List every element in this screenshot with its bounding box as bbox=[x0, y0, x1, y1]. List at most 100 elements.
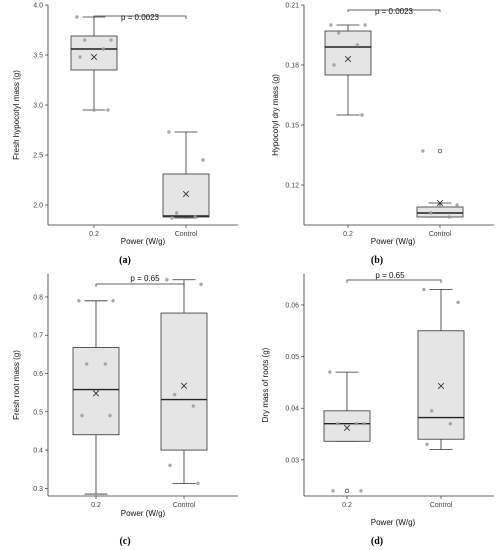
data-point-d bbox=[331, 489, 335, 493]
data-point-a bbox=[82, 38, 87, 42]
panel-label-b: (b) bbox=[371, 255, 383, 266]
data-point-a bbox=[109, 38, 113, 42]
box-a bbox=[162, 173, 210, 218]
data-point-d bbox=[335, 422, 340, 426]
mean-marker-b bbox=[436, 199, 444, 207]
x-axis-label-a: Power (W/g) bbox=[121, 237, 166, 246]
y-tick-label-b: 0.15 bbox=[285, 123, 299, 130]
y-tick-label-c: 0.8 bbox=[33, 294, 43, 301]
data-point-c bbox=[94, 492, 98, 496]
data-point-c bbox=[103, 362, 108, 366]
x-tick-label-b: Control bbox=[429, 231, 452, 238]
data-point-a bbox=[193, 215, 198, 219]
p-value-bracket-b bbox=[347, 9, 441, 12]
data-point-a bbox=[92, 108, 96, 112]
data-point-d bbox=[362, 422, 366, 426]
mean-marker-d bbox=[437, 382, 445, 390]
data-point-a bbox=[167, 130, 171, 134]
box-b bbox=[324, 30, 372, 76]
p-value-bracket-c bbox=[95, 283, 185, 287]
data-point-d bbox=[359, 489, 363, 493]
x-axis-label-d: Power (W/g) bbox=[371, 518, 416, 527]
panel-a: 2.0 2.5 3.0 3.5 4.0 0.2 Control p = 0.0023 Pow… bbox=[12, 3, 238, 266]
data-point-c bbox=[172, 392, 177, 397]
data-point-c bbox=[191, 404, 196, 408]
y-tick-label-d: 0.04 bbox=[285, 406, 299, 413]
y-tick-label-c: 0.4 bbox=[33, 448, 43, 455]
mean-marker-a bbox=[182, 190, 190, 198]
y-tick-label-c: 0.6 bbox=[33, 371, 43, 378]
data-point-c bbox=[196, 481, 200, 486]
mean-marker-c bbox=[180, 382, 188, 389]
data-point-c bbox=[77, 299, 81, 303]
y-tick-label-d: 0.03 bbox=[285, 457, 299, 464]
data-point-b bbox=[355, 43, 360, 47]
p-value-label-c: p = 0.65 bbox=[130, 274, 160, 283]
y-tick-label-a: 2.0 bbox=[33, 203, 43, 210]
data-point-d bbox=[328, 370, 332, 374]
y-tick-label-a: 3.0 bbox=[33, 103, 43, 110]
x-tick-label-d: 0.2 bbox=[342, 502, 352, 509]
y-axis-label-b: Hypocotyl dry mass (g) bbox=[271, 74, 280, 156]
data-point-d bbox=[422, 287, 426, 292]
data-point-c bbox=[84, 362, 89, 366]
outlier-point-b bbox=[437, 148, 443, 154]
data-point-b bbox=[336, 31, 341, 35]
x-tick-label-c: Control bbox=[173, 502, 196, 509]
y-tick-label-b: 0.12 bbox=[285, 183, 299, 190]
y-tick-label-b: 0.18 bbox=[285, 63, 299, 70]
y-tick-label-a: 3.5 bbox=[33, 53, 43, 60]
mean-marker-b bbox=[344, 55, 352, 63]
y-tick-label-d: 0.06 bbox=[285, 302, 299, 309]
y-axis-label-a: Fresh hypocotyl mass (g) bbox=[12, 70, 21, 160]
box-c bbox=[72, 347, 120, 436]
box-a bbox=[70, 35, 118, 71]
data-point-a bbox=[170, 216, 174, 220]
p-value-label-b: p = 0.0023 bbox=[375, 7, 414, 16]
data-point-d bbox=[425, 442, 429, 447]
data-point-a bbox=[101, 47, 106, 51]
data-point-a bbox=[201, 158, 205, 162]
data-point-c bbox=[199, 282, 203, 287]
x-tick-label-d: Control bbox=[430, 502, 453, 509]
panel-label-c: (c) bbox=[119, 536, 130, 547]
p-value-bracket-a bbox=[93, 15, 187, 19]
data-point-b bbox=[455, 203, 459, 207]
panel-label-d: (d) bbox=[371, 536, 383, 547]
p-value-label-d: p = 0.65 bbox=[375, 271, 405, 280]
panel-label-a: (a) bbox=[119, 255, 131, 266]
data-point-a bbox=[75, 15, 79, 19]
data-point-c bbox=[165, 278, 169, 282]
x-tick-label-a: 0.2 bbox=[89, 231, 99, 238]
x-axis-label-b: Power (W/g) bbox=[371, 237, 416, 246]
data-point-d bbox=[354, 422, 359, 426]
y-tick-label-a: 4.0 bbox=[33, 3, 43, 10]
data-point-a bbox=[174, 211, 179, 215]
panel-d: 0.03 0.04 0.05 0.06 0.2 Control p = 0.65 Powe… bbox=[261, 271, 494, 547]
data-point-d bbox=[429, 409, 434, 413]
x-tick-label-a: Control bbox=[175, 231, 198, 238]
p-value-label-a: p = 0.0023 bbox=[121, 13, 160, 22]
data-point-b bbox=[363, 23, 367, 27]
outlier-point-d bbox=[344, 488, 350, 493]
box-d bbox=[417, 330, 465, 440]
y-tick-label-c: 0.3 bbox=[33, 486, 43, 493]
data-point-b bbox=[360, 113, 364, 117]
data-point-d bbox=[456, 300, 460, 305]
panel-b: 0.12 0.15 0.18 0.21 0.2 Control p = 0.0023 Po… bbox=[271, 3, 494, 266]
y-tick-label-d: 0.05 bbox=[285, 354, 299, 361]
x-tick-label-b: 0.2 bbox=[343, 231, 353, 238]
y-axis-label-d: Dry mass of roots (g) bbox=[261, 347, 270, 422]
data-point-b bbox=[421, 149, 425, 153]
data-point-a bbox=[78, 55, 82, 59]
box-c bbox=[160, 312, 208, 451]
data-point-b bbox=[332, 63, 336, 67]
data-point-c bbox=[168, 463, 172, 468]
mean-marker-c bbox=[92, 390, 100, 397]
y-tick-label-a: 2.5 bbox=[33, 153, 43, 160]
mean-marker-d bbox=[343, 424, 351, 431]
data-point-c bbox=[108, 413, 112, 418]
y-tick-label-c: 0.7 bbox=[33, 333, 43, 340]
y-axis-label-c: Fresh root mass (g) bbox=[12, 350, 21, 420]
